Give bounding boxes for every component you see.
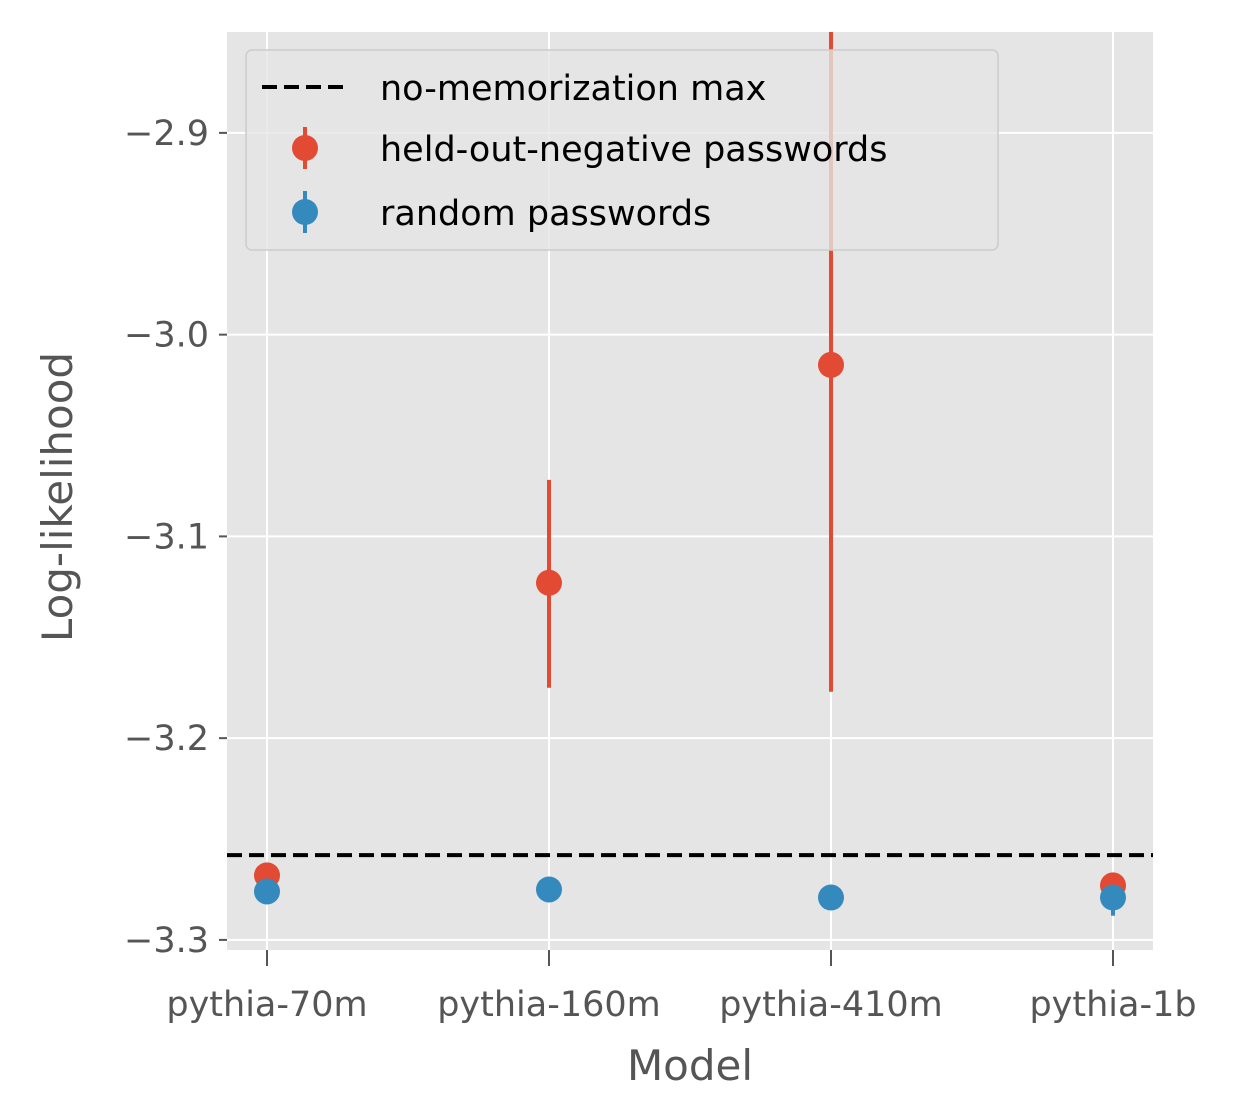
- point-random: [536, 876, 562, 903]
- point-held-out: [818, 351, 844, 378]
- data-points: [254, 351, 1126, 911]
- legend-label-reference: no-memorization max: [380, 69, 766, 109]
- legend-marker-held-out: [292, 135, 318, 161]
- axis-ticks: −2.9 −3.0 −3.1 −3.2 −3.3 pythia-70m pythia-160…: [124, 114, 1197, 1025]
- y-axis-title: Log-likelihood: [33, 352, 82, 642]
- legend-marker-random: [292, 199, 318, 225]
- point-random: [818, 884, 844, 911]
- x-tick-label: pythia-70m: [166, 985, 367, 1025]
- y-tick-label: −2.9: [124, 114, 209, 154]
- legend-label-random: random passwords: [380, 194, 711, 234]
- x-tick-label: pythia-1b: [1029, 985, 1196, 1025]
- point-random: [1100, 884, 1126, 911]
- x-axis-title: Model: [627, 1041, 753, 1090]
- y-tick-label: −3.3: [124, 921, 209, 961]
- x-tick-label: pythia-410m: [719, 985, 943, 1025]
- legend-label-held-out: held-out-negative passwords: [380, 130, 887, 170]
- point-random: [254, 878, 280, 905]
- legend-box: [245, 49, 999, 251]
- point-held-out: [536, 569, 562, 596]
- y-tick-label: −3.1: [124, 517, 209, 557]
- y-tick-label: −3.2: [124, 719, 209, 759]
- x-tick-label: pythia-160m: [437, 985, 661, 1025]
- legend: no-memorization max held-out-negative pa…: [245, 49, 999, 251]
- y-tick-label: −3.0: [124, 316, 209, 356]
